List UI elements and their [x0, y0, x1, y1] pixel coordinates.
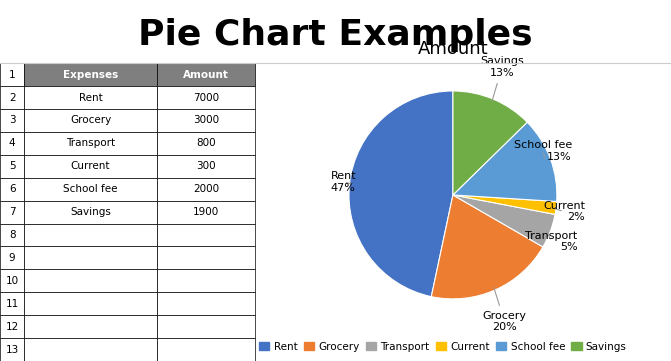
Text: Rent: Rent [79, 92, 103, 103]
Bar [157, 223, 255, 247]
Bar [24, 178, 157, 201]
Bar [157, 201, 255, 223]
Legend: Rent, Grocery, Transport, Current, School fee, Savings: Rent, Grocery, Transport, Current, Schoo… [255, 338, 631, 356]
Text: School fee: School fee [63, 184, 118, 194]
Bar [157, 109, 255, 132]
Bar [0, 338, 24, 361]
Bar [157, 269, 255, 292]
Bar [157, 247, 255, 269]
Text: Grocery: Grocery [70, 116, 111, 126]
Text: 3000: 3000 [193, 116, 219, 126]
Text: Transport: Transport [66, 138, 115, 148]
Text: Expenses: Expenses [63, 70, 118, 80]
Bar [0, 315, 24, 338]
Bar [0, 86, 24, 109]
Bar [0, 269, 24, 292]
Text: 2000: 2000 [193, 184, 219, 194]
Bar [0, 223, 24, 247]
Text: Pie Chart Examples: Pie Chart Examples [138, 18, 533, 52]
Text: Savings: Savings [70, 207, 111, 217]
Text: 13: 13 [5, 344, 19, 355]
Bar [0, 247, 24, 269]
Text: Grocery
20%: Grocery 20% [482, 288, 527, 332]
Bar [24, 247, 157, 269]
Bar [0, 132, 24, 155]
Wedge shape [453, 122, 557, 201]
Bar [0, 201, 24, 223]
Text: School fee
13%: School fee 13% [513, 140, 572, 161]
Text: Current
2%: Current 2% [543, 201, 585, 222]
Bar [0, 155, 24, 178]
Wedge shape [431, 195, 543, 299]
Wedge shape [453, 91, 527, 195]
Bar [157, 338, 255, 361]
Text: 10: 10 [5, 276, 19, 286]
Text: 1900: 1900 [193, 207, 219, 217]
Bar [24, 201, 157, 223]
Text: 4: 4 [9, 138, 15, 148]
Bar [157, 292, 255, 315]
Text: 800: 800 [196, 138, 215, 148]
Text: 3: 3 [9, 116, 15, 126]
Bar [157, 86, 255, 109]
Text: Amount: Amount [183, 70, 229, 80]
Text: 2: 2 [9, 92, 15, 103]
Bar [0, 178, 24, 201]
Bar [24, 132, 157, 155]
Text: 11: 11 [5, 299, 19, 309]
Text: Savings
13%: Savings 13% [480, 56, 524, 101]
Text: 7: 7 [9, 207, 15, 217]
Text: Current: Current [70, 161, 110, 171]
Bar [157, 315, 255, 338]
Bar [24, 223, 157, 247]
Wedge shape [453, 195, 557, 214]
Bar [24, 155, 157, 178]
Bar [157, 132, 255, 155]
Bar [24, 86, 157, 109]
Bar [0, 63, 24, 86]
Bar [24, 109, 157, 132]
Text: 8: 8 [9, 230, 15, 240]
Bar [0, 292, 24, 315]
Bar [24, 63, 157, 86]
Text: Transport
5%: Transport 5% [525, 231, 578, 252]
Bar [24, 315, 157, 338]
Text: 1: 1 [9, 70, 15, 80]
Bar [24, 269, 157, 292]
Bar [0, 109, 24, 132]
Text: 6: 6 [9, 184, 15, 194]
Text: 300: 300 [196, 161, 215, 171]
Bar [157, 178, 255, 201]
Title: Amount: Amount [417, 40, 488, 58]
Bar [157, 155, 255, 178]
Text: 12: 12 [5, 322, 19, 332]
Text: 5: 5 [9, 161, 15, 171]
Text: 7000: 7000 [193, 92, 219, 103]
Bar [24, 338, 157, 361]
Wedge shape [349, 91, 453, 297]
Text: 9: 9 [9, 253, 15, 263]
Wedge shape [453, 195, 555, 247]
Text: Rent
47%: Rent 47% [331, 171, 356, 193]
Bar [24, 292, 157, 315]
Bar [157, 63, 255, 86]
